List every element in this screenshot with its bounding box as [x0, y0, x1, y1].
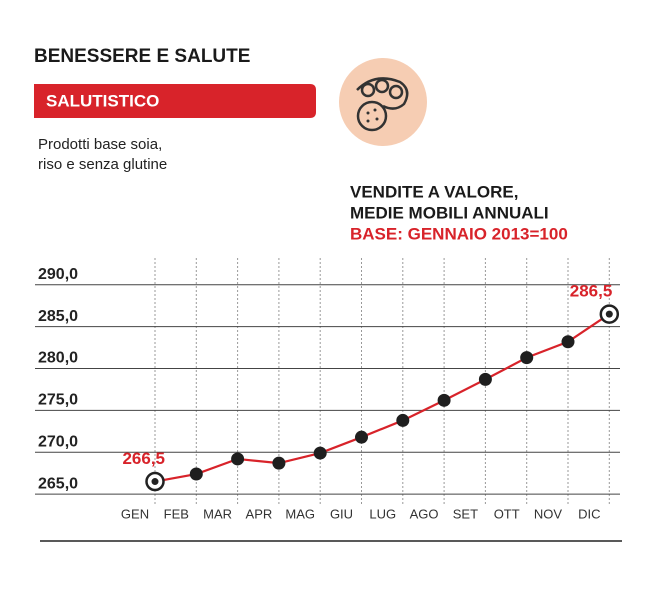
x-tick-label: MAR — [203, 506, 232, 521]
point — [437, 393, 451, 407]
point — [561, 335, 575, 349]
y-tick-label: 285,0 — [38, 308, 78, 325]
y-tick-label: 275,0 — [38, 392, 78, 409]
y-tick-label: 265,0 — [38, 475, 78, 492]
point — [189, 467, 203, 481]
value-label: 286,5 — [570, 282, 613, 301]
y-tick-label: 280,0 — [38, 350, 78, 367]
point — [313, 446, 327, 460]
badge-text: SALUTISTICO — [46, 91, 159, 110]
x-tick-label: NOV — [534, 506, 563, 521]
description: riso e senza glutine — [38, 156, 167, 173]
x-tick-label: GIU — [330, 506, 353, 521]
point — [478, 372, 492, 386]
chart-title: VENDITE A VALORE, — [350, 182, 518, 201]
x-tick-label: LUG — [369, 506, 396, 521]
x-tick-label: AGO — [410, 506, 439, 521]
x-tick-label: APR — [246, 506, 273, 521]
end-point-dot — [151, 478, 159, 486]
chart-subtitle: BASE: GENNAIO 2013=100 — [350, 224, 568, 243]
x-tick-label: OTT — [494, 506, 520, 521]
point — [520, 351, 534, 365]
point — [231, 452, 245, 466]
section-title: BENESSERE E SALUTE — [34, 46, 250, 67]
point — [355, 430, 368, 444]
x-tick-label: MAG — [285, 506, 315, 521]
badge-bg — [34, 84, 316, 118]
description: Prodotti base soia, — [38, 136, 162, 153]
icon — [339, 58, 427, 146]
x-tick-label: FEB — [164, 506, 189, 521]
end-point-dot — [605, 310, 613, 318]
point — [272, 456, 286, 470]
chart-title: MEDIE MOBILI ANNUALI — [350, 203, 549, 222]
x-tick-label: GEN — [121, 506, 149, 521]
line — [154, 313, 610, 483]
value-label: 266,5 — [122, 449, 165, 468]
x-tick-label: DIC — [578, 506, 600, 521]
y-tick-label: 270,0 — [38, 433, 78, 450]
y-tick-label: 290,0 — [38, 266, 78, 283]
x-tick-label: SET — [453, 506, 478, 521]
plot: GEN FEB MAR APR MAG GIU LUG AGO SET OTT NOV DIC 265,… — [35, 258, 620, 521]
point — [396, 413, 410, 427]
